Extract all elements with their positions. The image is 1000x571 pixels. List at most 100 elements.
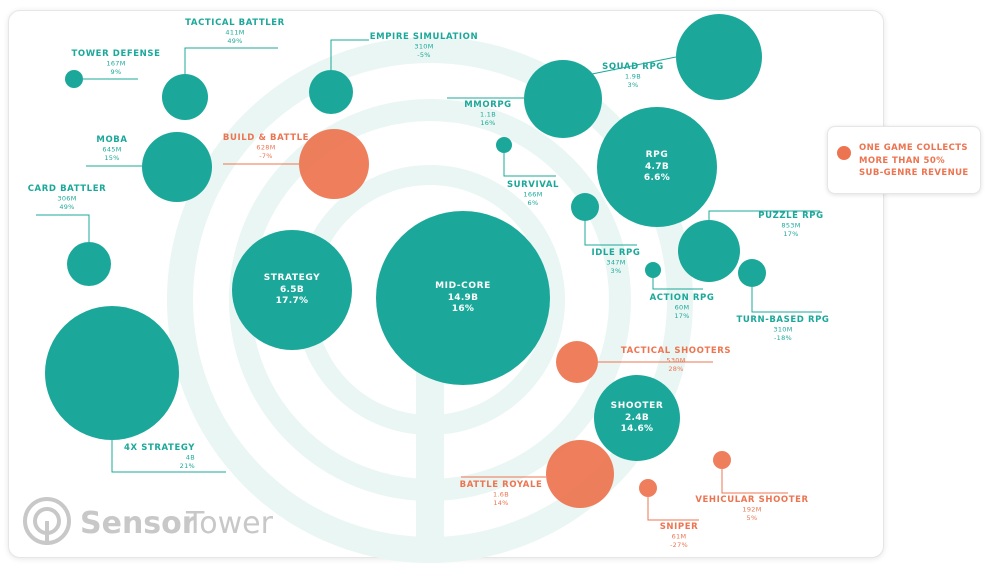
bubble-mmorpg bbox=[524, 60, 602, 138]
label-empire-simulation-revenue: 310M bbox=[414, 43, 433, 51]
label-rpg-growth: 6.6% bbox=[644, 173, 670, 183]
label-strategy-revenue: 6.5B bbox=[280, 285, 304, 295]
label-vehicular-shooter-growth: 5% bbox=[747, 514, 758, 522]
label-idle-rpg-name: IDLE RPG bbox=[592, 248, 641, 258]
bubbles bbox=[45, 14, 766, 508]
label-squad-rpg-name: SQUAD RPG bbox=[602, 62, 664, 72]
bubble-tactical-shooters bbox=[556, 341, 598, 383]
bubble-idle-rpg bbox=[571, 193, 599, 221]
label-4x-strategy-name: 4X STRATEGY bbox=[124, 443, 195, 453]
label-mmorpg-growth: 16% bbox=[480, 119, 495, 127]
legend-text: ONE GAME COLLECTS MORE THAN 50% SUB-GENR… bbox=[859, 143, 969, 178]
label-build-battle-name: BUILD & BATTLE bbox=[223, 133, 309, 143]
label-build-battle-revenue: 628M bbox=[256, 144, 275, 152]
bubble-tower-defense bbox=[65, 70, 83, 88]
label-rpg-revenue: 4.7B bbox=[645, 162, 669, 172]
logo-mark-stem-icon bbox=[45, 521, 49, 545]
label-action-rpg-revenue: 60M bbox=[675, 304, 690, 312]
label-battle-royale-growth: 14% bbox=[493, 499, 508, 507]
label-survival-revenue: 166M bbox=[523, 191, 542, 199]
label-4x-strategy-growth: 21% bbox=[180, 462, 195, 470]
bubble-action-rpg bbox=[645, 262, 661, 278]
label-tower-defense-revenue: 167M bbox=[106, 60, 125, 68]
label-sniper-name: SNIPER bbox=[660, 522, 699, 532]
label-tactical-shooters-growth: 28% bbox=[668, 365, 683, 373]
label-battle-royale-name: BATTLE ROYALE bbox=[460, 480, 543, 490]
label-puzzle-rpg-name: PUZZLE RPG bbox=[758, 211, 823, 221]
bubble-strategy bbox=[232, 230, 352, 350]
label-action-rpg-name: ACTION RPG bbox=[650, 293, 715, 303]
sensor-tower-logo: Sensor Tower bbox=[23, 497, 274, 545]
label-battle-royale-revenue: 1.6B bbox=[493, 491, 509, 499]
bubble-vehicular-shooter bbox=[713, 451, 731, 469]
bubble-squad-rpg bbox=[676, 14, 762, 100]
bubble-mid-core bbox=[376, 211, 550, 385]
bubble-tactical-battler bbox=[162, 74, 208, 120]
label-tactical-battler-name: TACTICAL BATTLER bbox=[185, 18, 285, 28]
label-turn-based-rpg-revenue: 310M bbox=[773, 326, 792, 334]
label-empire-simulation-name: EMPIRE SIMULATION bbox=[370, 32, 478, 42]
label-turn-based-rpg-name: TURN-BASED RPG bbox=[736, 315, 829, 325]
bubble-card-battler bbox=[67, 242, 111, 286]
connector-puzzle-rpg bbox=[708, 210, 820, 220]
connector-turn-based-rpg bbox=[751, 287, 822, 313]
bubble-build-battle bbox=[299, 129, 369, 199]
bubble-shooter bbox=[594, 375, 680, 461]
label-mid-core-growth: 16% bbox=[452, 304, 474, 314]
label-empire-simulation-growth: -5% bbox=[417, 51, 431, 59]
label-moba-name: MOBA bbox=[96, 135, 127, 145]
connector-lines bbox=[36, 39, 822, 521]
label-puzzle-rpg-revenue: 853M bbox=[781, 222, 800, 230]
label-idle-rpg-growth: 3% bbox=[611, 267, 622, 275]
connector-action-rpg bbox=[652, 278, 703, 290]
bubble-labels: MID-CORE14.9B16%STRATEGY6.5B17.7%RPG4.7B… bbox=[28, 18, 829, 549]
bubble-moba bbox=[142, 132, 212, 202]
connector-vehicular-shooter bbox=[721, 469, 788, 494]
bubble-empire-simulation bbox=[309, 70, 353, 114]
label-moba-growth: 15% bbox=[104, 154, 119, 162]
label-squad-rpg-growth: 3% bbox=[628, 81, 639, 89]
label-tactical-battler-revenue: 411M bbox=[225, 29, 244, 37]
bubble-4x-strategy bbox=[45, 306, 179, 440]
bubble-battle-royale bbox=[546, 440, 614, 508]
bubble-turn-based-rpg bbox=[738, 259, 766, 287]
label-tactical-shooters-name: TACTICAL SHOOTERS bbox=[621, 346, 731, 356]
orange-dot-icon bbox=[837, 146, 851, 160]
label-strategy-name: STRATEGY bbox=[264, 273, 321, 283]
label-survival-name: SURVIVAL bbox=[507, 180, 559, 190]
label-rpg-name: RPG bbox=[646, 150, 669, 160]
bubble-sniper bbox=[639, 479, 657, 497]
label-squad-rpg-revenue: 1.9B bbox=[625, 73, 641, 81]
label-shooter-growth: 14.6% bbox=[621, 424, 654, 434]
label-strategy-growth: 17.7% bbox=[276, 296, 309, 306]
bubble-rpg bbox=[597, 107, 717, 227]
label-turn-based-rpg-growth: -18% bbox=[774, 334, 792, 342]
legend-box: ONE GAME COLLECTS MORE THAN 50% SUB-GENR… bbox=[827, 126, 981, 194]
connector-tactical-battler bbox=[184, 47, 278, 74]
label-tactical-battler-growth: 49% bbox=[227, 37, 242, 45]
label-shooter-name: SHOOTER bbox=[611, 401, 664, 411]
label-vehicular-shooter-revenue: 192M bbox=[742, 506, 761, 514]
label-vehicular-shooter-name: VEHICULAR SHOOTER bbox=[695, 495, 808, 505]
label-action-rpg-growth: 17% bbox=[674, 312, 689, 320]
label-moba-revenue: 645M bbox=[102, 146, 121, 154]
label-puzzle-rpg-growth: 17% bbox=[783, 230, 798, 238]
label-4x-strategy-revenue: 4B bbox=[186, 454, 195, 462]
label-card-battler-name: CARD BATTLER bbox=[28, 184, 107, 194]
connector-empire-simulation bbox=[330, 39, 369, 70]
connector-card-battler bbox=[36, 214, 90, 242]
connector-4x-strategy bbox=[111, 440, 226, 473]
label-build-battle-growth: -7% bbox=[259, 152, 273, 160]
label-sniper-growth: -27% bbox=[670, 541, 688, 549]
connector-sniper bbox=[647, 497, 699, 521]
connector-squad-rpg bbox=[591, 56, 677, 75]
label-mmorpg-revenue: 1.1B bbox=[480, 111, 496, 119]
label-mid-core-name: MID-CORE bbox=[435, 281, 491, 291]
connector-survival bbox=[503, 153, 556, 177]
label-shooter-revenue: 2.4B bbox=[625, 413, 649, 423]
logo-text-tower: Tower bbox=[185, 506, 274, 541]
label-survival-growth: 6% bbox=[528, 199, 539, 207]
label-mid-core-revenue: 14.9B bbox=[448, 293, 479, 303]
label-sniper-revenue: 61M bbox=[672, 533, 687, 541]
bubble-survival bbox=[496, 137, 512, 153]
